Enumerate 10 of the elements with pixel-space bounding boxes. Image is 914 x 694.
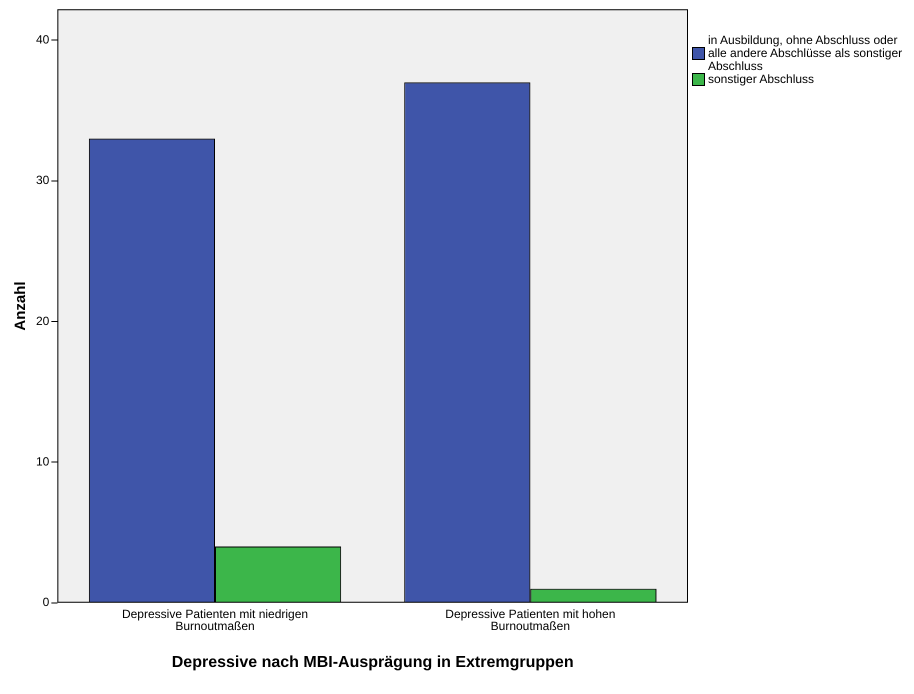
x-tick-label: Depressive Patienten mit niedrigen Burnoutmaßen [122,607,308,634]
y-tick-label: 0 [42,595,50,610]
y-tick-label: 30 [36,173,50,188]
y-tick-label: 10 [36,454,50,468]
y-tick-label: 20 [36,314,50,328]
y-axis-title: Anzahl [12,281,30,331]
x-axis-title: Depressive nach MBI-Ausprägung in Extremgruppen [172,654,574,671]
x-tick-label: Depressive Patienten mit hohen Burnoutmaßen [445,607,616,634]
y-tick-label: 40 [36,32,50,46]
legend-label: sonstiger Abschluss [708,72,814,86]
